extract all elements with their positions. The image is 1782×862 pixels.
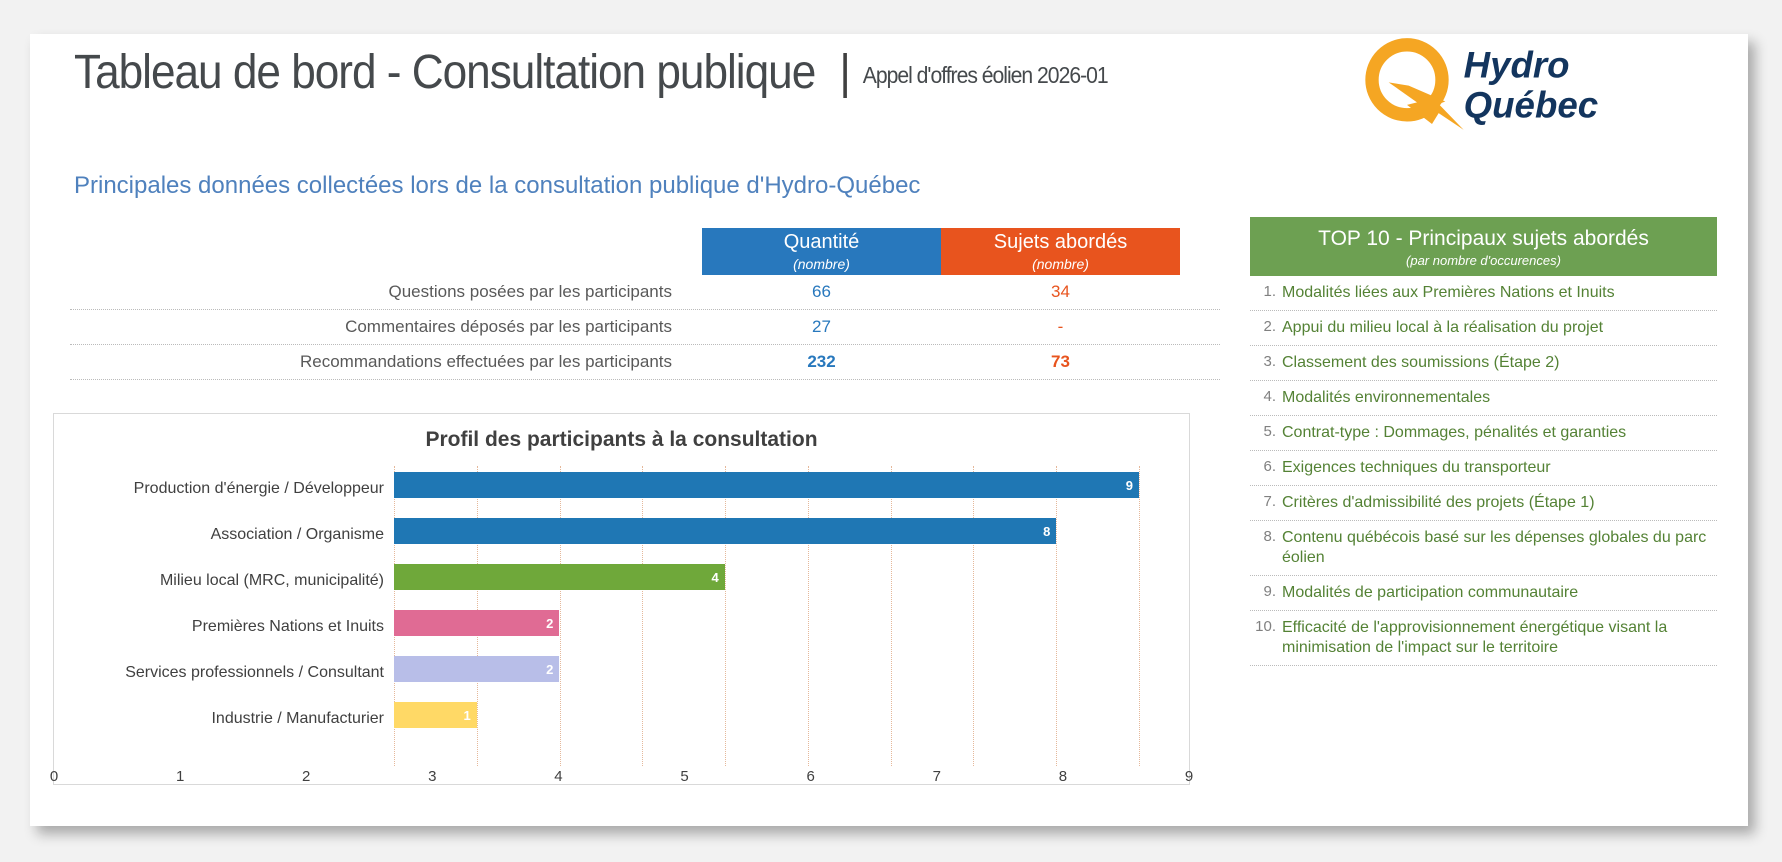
svg-text:Hydro: Hydro xyxy=(1464,44,1570,85)
svg-text:Québec: Québec xyxy=(1464,84,1598,125)
